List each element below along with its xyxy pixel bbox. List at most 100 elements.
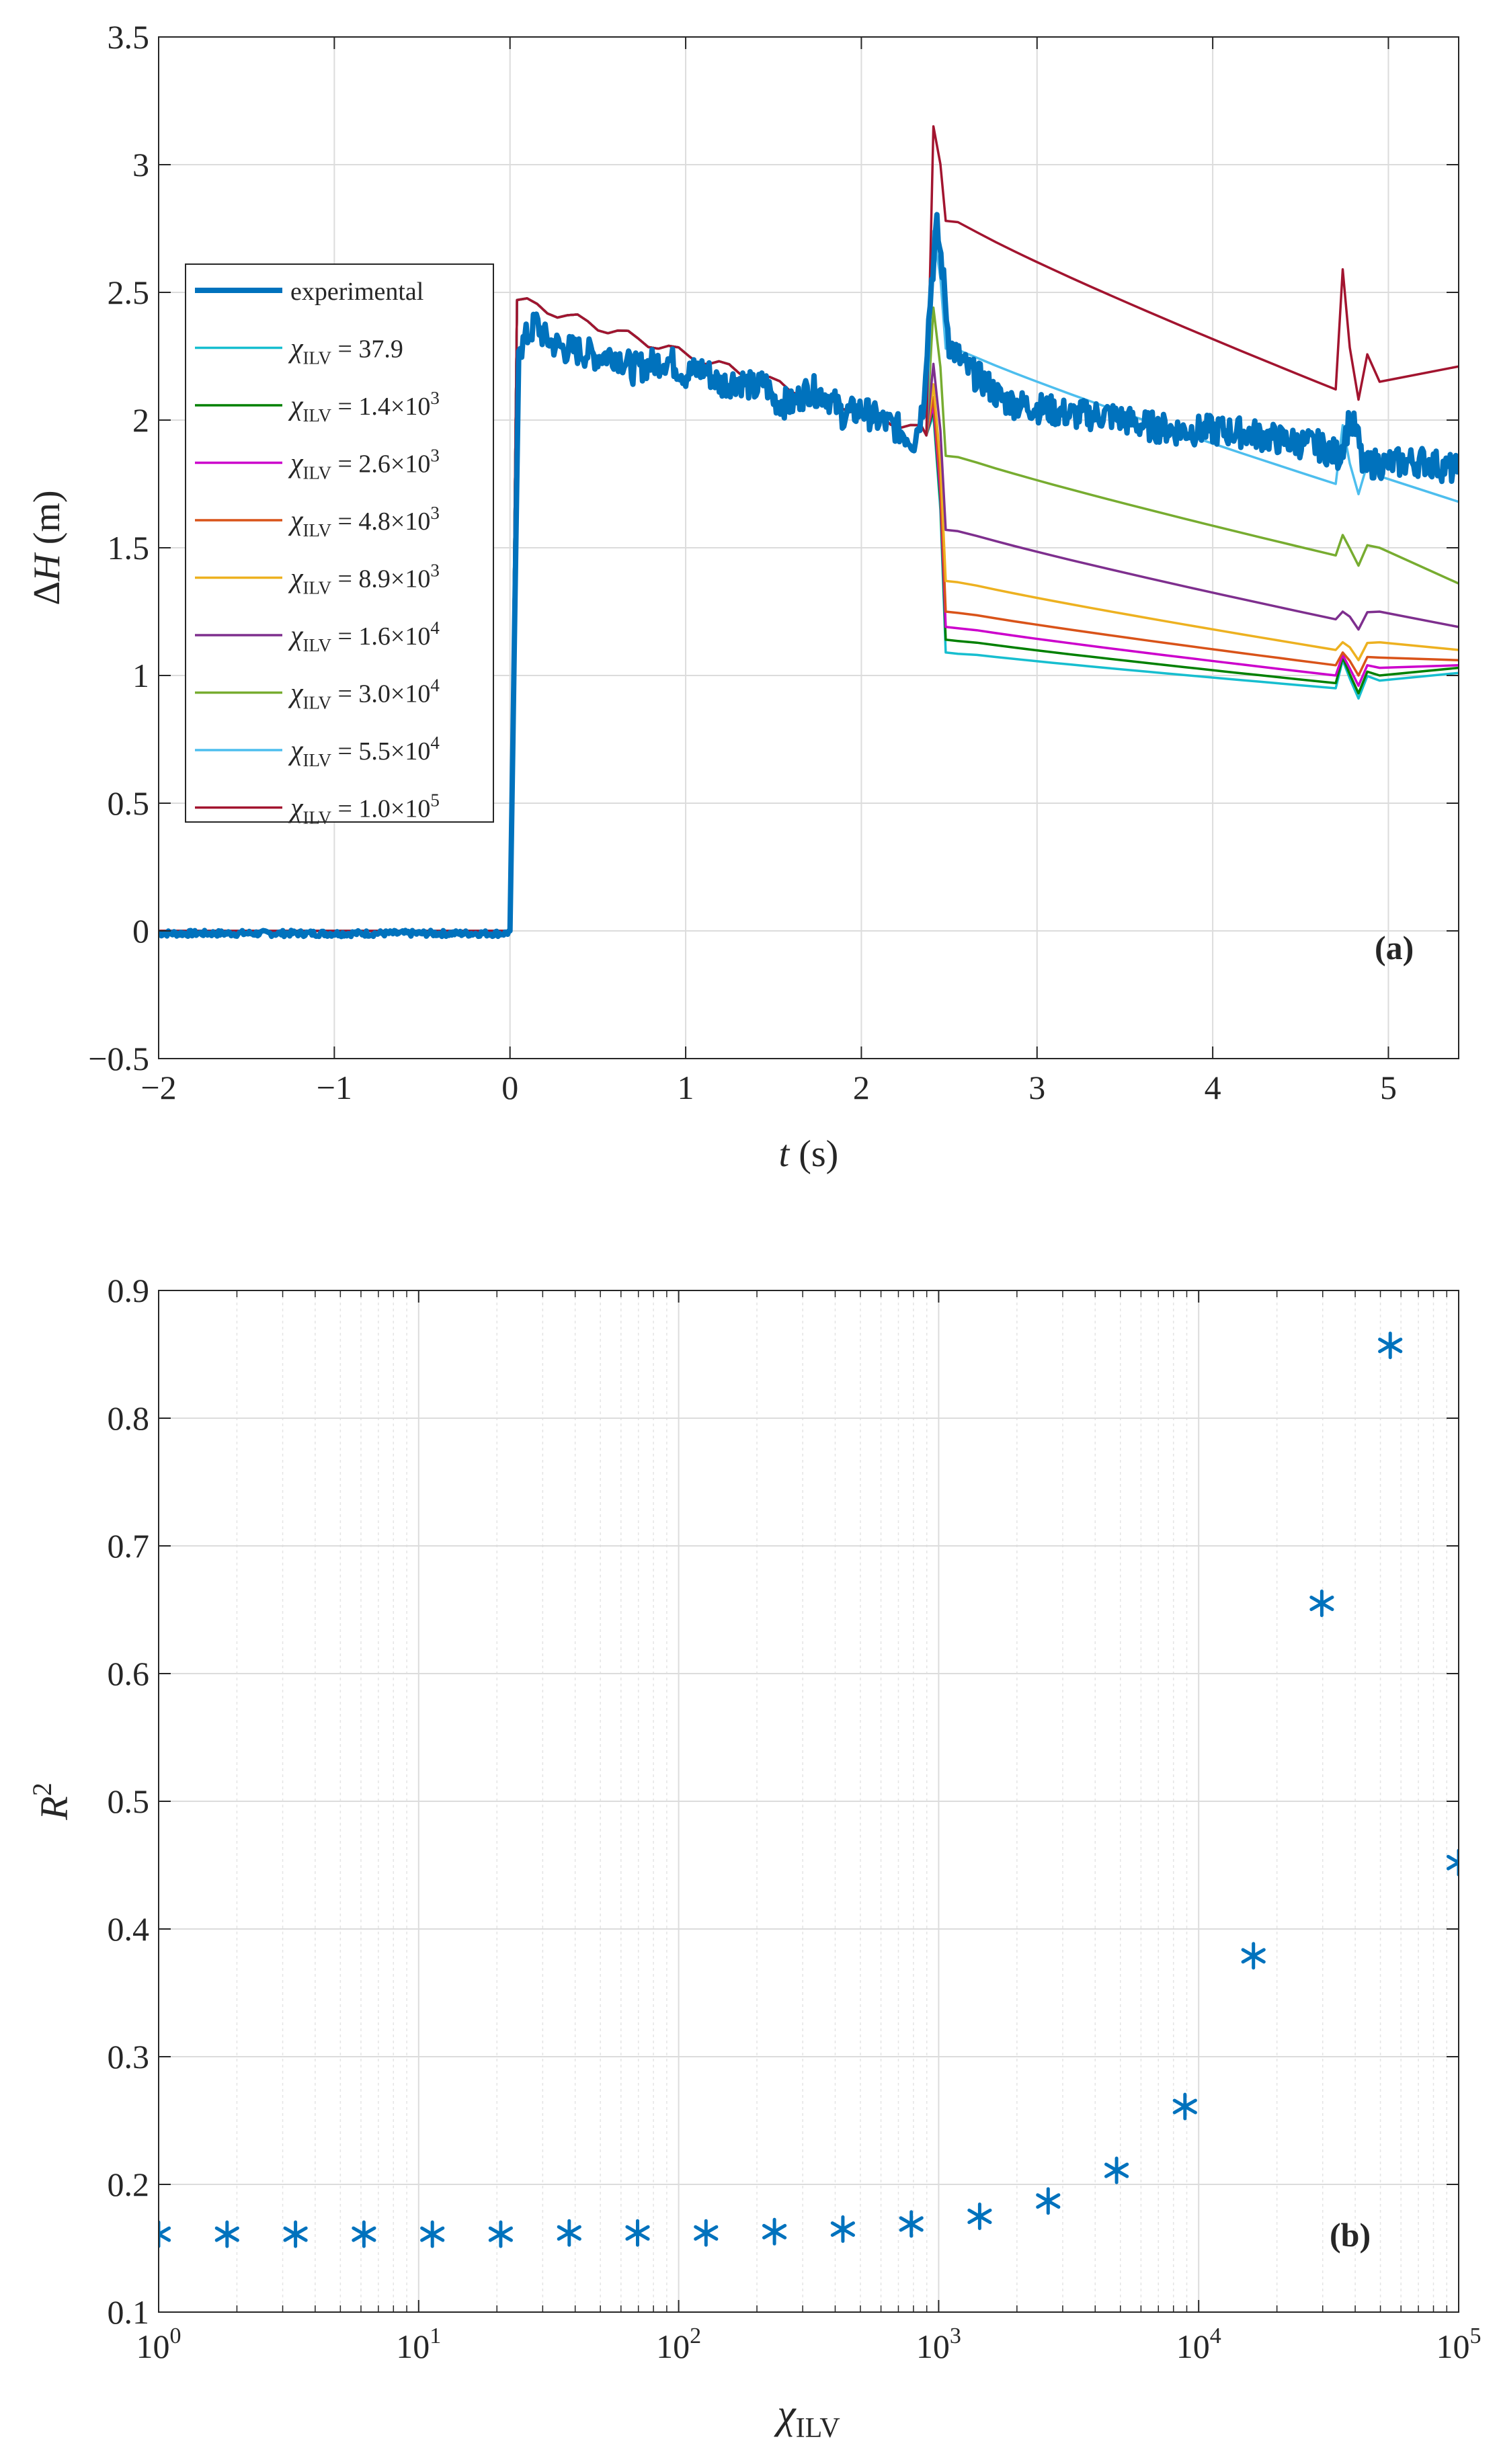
legend-exp: 3 — [430, 503, 440, 523]
tick-label-x: 104 — [1176, 2324, 1221, 2365]
legend-entry-3: χILV = 4.8×103 — [195, 503, 440, 540]
data-point — [214, 2220, 239, 2248]
tick-base: 10 — [916, 2328, 950, 2365]
marker-arm — [1446, 1854, 1459, 1865]
legend-sub: ILV — [302, 808, 331, 828]
legend-entry-4: χILV = 8.9×103 — [195, 561, 440, 598]
legend-sub: ILV — [302, 348, 331, 368]
data-point — [762, 2217, 787, 2246]
panel-a-ylabel: ΔH (m) — [26, 490, 68, 605]
legend-label: χILV = 1.4×103 — [288, 388, 440, 425]
legend-sub: ILV — [302, 693, 331, 713]
marker-arm — [159, 2226, 171, 2236]
legend-sub: ILV — [302, 463, 331, 483]
tick-label-x: 100 — [136, 2324, 181, 2365]
tick-label-x: 4 — [1205, 1069, 1221, 1106]
marker-arm — [214, 2226, 239, 2242]
legend-label: χILV = 3.0×104 — [288, 675, 440, 713]
xlabel-var: t — [779, 1133, 791, 1175]
tick-label-x: 2 — [853, 1069, 870, 1106]
data-point — [625, 2219, 650, 2247]
tick-base: 10 — [1176, 2328, 1210, 2365]
ylabel-var: R — [32, 1796, 76, 1820]
legend-value: = 8.9×10 — [331, 565, 430, 593]
marker-arm — [899, 2216, 924, 2232]
data-point — [1104, 2156, 1129, 2184]
marker-arm — [488, 2226, 513, 2242]
tick-exp: 3 — [950, 2324, 961, 2348]
tick-label-y: 0.4 — [108, 1910, 150, 1948]
marker-arm — [967, 2209, 992, 2224]
tick-label-y: 0.5 — [108, 784, 150, 822]
legend-sym: χ — [288, 563, 304, 594]
legend-sym: χ — [288, 735, 304, 766]
marker-arm — [352, 2226, 376, 2242]
data-point — [557, 2219, 581, 2247]
tick-label-y: 0.5 — [108, 1782, 150, 1820]
legend-value: = 37.9 — [331, 335, 403, 364]
legend-exp: 4 — [430, 733, 440, 753]
legend-label: experimental — [290, 278, 423, 306]
data-point — [1309, 1590, 1334, 1617]
tick-label-y: 0.9 — [108, 1272, 150, 1309]
legend-entry-experimental: experimental — [195, 278, 423, 306]
panel-a-time-series: −2 −1 0 1 2 3 4 5 −0.5 0 0.5 1 1.5 2 2.5 3 3.5 experimen… — [26, 18, 1459, 1175]
tick-label-x: 0 — [501, 1069, 518, 1106]
data-point — [159, 2220, 171, 2248]
legend-exp: 3 — [430, 388, 440, 408]
data-point — [830, 2215, 855, 2243]
legend-sym: χ — [288, 620, 304, 651]
marker-arm — [625, 2225, 650, 2241]
panel-b-grid — [158, 1290, 1459, 2313]
marker-arm — [159, 2232, 171, 2242]
tick-label-x: 105 — [1436, 2324, 1482, 2365]
experimental-curve — [159, 212, 1459, 940]
tick-label-y: 1.5 — [108, 529, 150, 567]
tick-label-y: 0.2 — [108, 2166, 150, 2203]
legend-entry-5: χILV = 1.6×104 — [195, 618, 440, 655]
panel-a-ticks: −2 −1 0 1 2 3 4 5 −0.5 0 0.5 1 1.5 2 2.5 3 3.5 — [88, 18, 1459, 1106]
legend-exp: 5 — [430, 790, 440, 811]
legend-sym: χ — [288, 333, 304, 364]
tick-label-y: 2 — [132, 401, 149, 439]
data-point — [352, 2220, 376, 2248]
legend-sub: ILV — [302, 635, 331, 655]
marker-arm — [420, 2226, 445, 2242]
panel-a-xlabel: t (s) — [779, 1133, 839, 1175]
tick-label-x: 103 — [916, 2324, 961, 2365]
legend-sym: χ — [288, 678, 304, 709]
tick-label-y: 1 — [132, 657, 149, 694]
marker-arm — [1036, 2193, 1061, 2209]
marker-arm — [1309, 1596, 1334, 1611]
tick-label-y: 0 — [132, 912, 149, 950]
tick-label-x: 3 — [1028, 1069, 1045, 1106]
data-point — [967, 2203, 992, 2230]
ylabel-delta: Δ — [26, 581, 68, 606]
tick-label-y: 3.5 — [108, 18, 150, 56]
marker-arm — [1446, 1860, 1459, 1871]
legend-value: = 2.6×10 — [331, 450, 430, 479]
tick-base: 10 — [1436, 2328, 1470, 2365]
marker-arm — [1104, 2162, 1129, 2178]
marker-arm — [1241, 1948, 1266, 1964]
tick-label-y: 0.3 — [108, 2038, 150, 2076]
tick-label-y: 0.1 — [108, 2293, 150, 2331]
legend-exp: 3 — [430, 446, 440, 466]
panel-b-ticks: 100 101 102 103 104 1050.10.20.30.40.50.60.70… — [108, 1272, 1482, 2365]
legend-exp: 4 — [430, 675, 440, 696]
legend-entry-1: χILV = 1.4×103 — [195, 388, 440, 425]
legend-label: χILV = 8.9×103 — [288, 561, 440, 598]
legend-sym: χ — [288, 793, 304, 824]
tick-base: 10 — [656, 2328, 690, 2365]
marker-arm — [762, 2223, 787, 2240]
legend-label: χILV = 2.6×103 — [288, 446, 440, 483]
legend-sym: χ — [288, 448, 304, 479]
tick-label-y: 0.7 — [108, 1527, 150, 1565]
legend-label: χILV = 1.0×105 — [288, 790, 440, 828]
data-point — [694, 2219, 719, 2247]
tick-label-x: −2 — [140, 1069, 176, 1106]
legend-label: χILV = 1.6×104 — [288, 618, 440, 655]
ylabel-unit: (m) — [26, 490, 68, 554]
xlabel-sym: χ — [774, 2391, 797, 2437]
